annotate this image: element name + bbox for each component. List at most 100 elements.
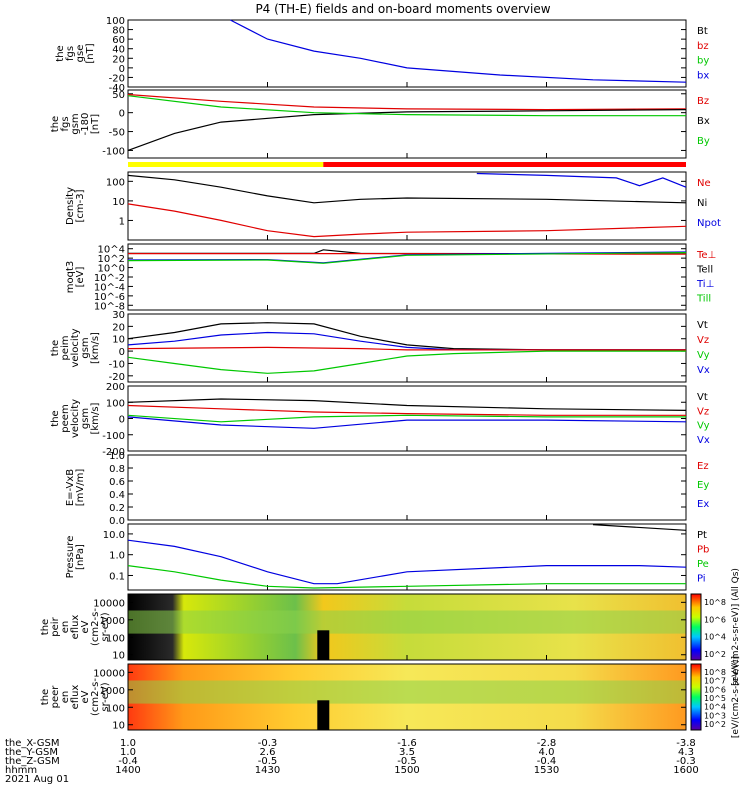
series-Bx [127,109,687,151]
colorbar-rect [690,593,702,661]
y-axis-label: fgs [65,46,76,61]
x-row-value: 1400 [115,765,140,776]
y-tick-label: 50 [112,90,125,101]
y-tick-label: 1.0 [109,451,125,462]
legend-entry: Tell [696,265,713,276]
y-tick-label: 0.8 [109,464,125,475]
colorbar-tick-label: 10^5 [704,694,726,703]
y-axis-label: fgs [60,116,71,131]
y-axis-label: E=-VxB [65,469,76,506]
y-axis-label: sr-eV) [100,682,111,711]
y-axis-label: the [50,340,61,356]
y-tick-label: 0.6 [109,477,125,488]
y-tick-label: 0.1 [109,571,125,582]
y-tick-label: 0.4 [109,490,125,501]
panel-4: 100 10 1 Density [cm-3] Ne Ni Npot [65,171,721,241]
series-Pt [592,524,687,531]
y-axis-label: sr-eV) [100,612,111,641]
legend-entry: Vz [697,406,709,417]
y-axis-label: gse [75,45,86,63]
colorbar-tick-label: 10^2 [704,720,726,729]
legend-entry: Bx [697,116,710,127]
y-axis-label: the [50,116,61,132]
y-tick-label: 0.2 [109,503,125,514]
y-tick-label: 100 [106,16,125,27]
x-row-value: -1.6 [397,738,417,749]
y-tick-label: 10 [112,197,125,208]
y-tick-label: 10 [112,651,125,662]
x-row-value: -0.3 [258,738,278,749]
panel-frame [127,523,687,591]
series-Vx [127,416,687,429]
y-axis-label: peem [60,404,71,432]
series-Vz [127,346,686,351]
figure-title: P4 (TH-E) fields and on-board moments ov… [255,2,550,16]
x-row-value: 1530 [534,765,559,776]
legend-entry: Ne [697,178,711,189]
legend-entry: Bz [697,96,709,107]
colorbar-rect [690,663,702,731]
panel-2: 50 0 -50 -100 the fgs gsm -180 [nT] Bz Bx By [50,89,710,159]
heatmap-band [128,680,686,704]
y-tick-label: -20 [109,73,125,84]
series-Bz [127,93,687,111]
colorbar-1: 10^8 10^6 10^4 10^2 [eV/(cm2-s-sr-eV)] (All … [690,568,741,686]
legend-entry: Ex [697,499,709,510]
legend-entry: Te⊥ [696,250,716,261]
y-axis-label: the [40,619,51,635]
y-tick-label: 100 [106,177,125,188]
series-Pe [127,565,686,589]
legend-entry: Vx [697,435,710,446]
panel-8: 1.0 0.8 0.6 0.4 0.2 0.0 E=-VxB [mV/m] Ez Ey Ex [65,451,709,527]
y-tick-label: 20 [112,54,125,65]
panel-frame [127,385,687,452]
panel-frame [127,171,687,241]
x-row-value: -0.5 [397,756,417,767]
legend-entry: Vy [697,350,710,361]
y-axis-label: (cm2-s- [90,608,101,646]
colorbar-tick-label: 10^4 [704,703,726,712]
y-tick-label: 0 [119,347,125,358]
y-axis-label: velocity [70,328,81,367]
colorbar-tick-label: 10^6 [704,615,726,624]
legend-entry: Bt [697,26,708,37]
series-Till [127,252,687,264]
y-tick-label: 10^-2 [94,273,125,284]
y-tick-label: 1000 [100,616,125,627]
y-tick-label: 40 [112,45,125,56]
data-gap [317,700,330,730]
series-Vt [127,322,686,351]
x-row-label: the_Y-GSM [5,747,58,758]
legend-entry: Pt [697,530,707,541]
y-axis-label: en [60,621,71,634]
y-tick-label: 0 [119,109,125,120]
series-By [127,95,686,117]
x-row-value: 3.5 [399,747,415,758]
series-bx [230,19,687,83]
y-tick-label: 1.0 [109,551,125,562]
y-axis-label: gsm [80,408,91,429]
colorbar-tick-label: 10^3 [704,711,726,720]
y-tick-label: 1000 [100,686,125,697]
y-tick-label: 10 [112,335,125,346]
colorbar-label: [eV/(cm2-s-sr-eV)] [731,656,741,738]
y-axis-label: [nT] [85,43,96,63]
y-tick-label: 10 [112,721,125,732]
y-tick-label: 10^-4 [94,282,125,293]
colorbar-tick-label: 10^6 [704,685,726,694]
x-row-label: the_Z-GSM [5,756,60,767]
y-tick-label: -100 [102,146,125,157]
y-tick-label: -10 [109,359,125,370]
panel-10: 10000 1000 100 10 the peir en eflux eV (cm2-s-sr-… [40,593,687,662]
panel-frame [127,454,687,521]
y-axis-label: [eV] [75,267,86,288]
legend-entry: Ez [697,461,709,472]
y-tick-label: 10^4 [98,245,125,256]
panel-3 [128,162,686,167]
y-axis-label: the [50,410,61,426]
y-axis-label: eV [80,690,91,703]
colorbar-tick-label: 10^7 [704,677,726,686]
legend-entry: By [697,136,710,147]
